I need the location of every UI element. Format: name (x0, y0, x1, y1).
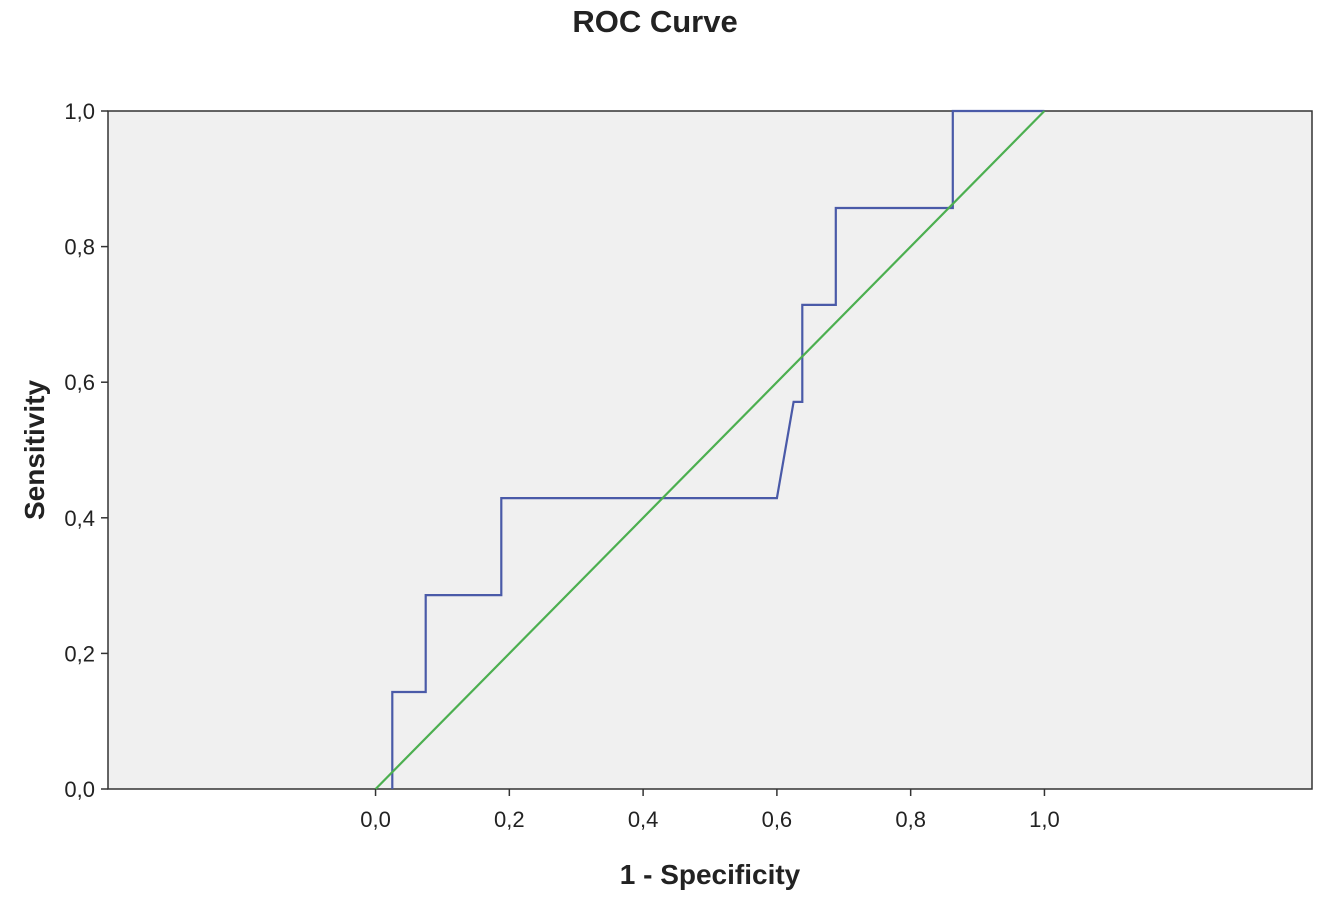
x-tick-label: 0,8 (895, 807, 926, 832)
y-tick-label: 0,4 (64, 506, 95, 531)
y-axis-title: Sensitivity (19, 380, 50, 520)
y-tick-label: 0,2 (64, 641, 95, 666)
x-tick-label: 0,4 (628, 807, 659, 832)
x-tick-label: 0,6 (762, 807, 793, 832)
y-tick-label: 1,0 (64, 99, 95, 124)
y-tick-label: 0,6 (64, 370, 95, 395)
y-tick-label: 0,8 (64, 235, 95, 260)
x-tick-label: 0,0 (360, 807, 391, 832)
roc-curve-line (391, 109, 1045, 789)
x-axis-title: 1 - Specificity (620, 859, 801, 890)
chart-title: ROC Curve (572, 4, 738, 39)
x-tick-label: 0,2 (494, 807, 525, 832)
x-tick-label: 1,0 (1029, 807, 1060, 832)
reference-diagonal-line (374, 110, 1046, 790)
y-tick-label: 0,0 (64, 777, 95, 802)
